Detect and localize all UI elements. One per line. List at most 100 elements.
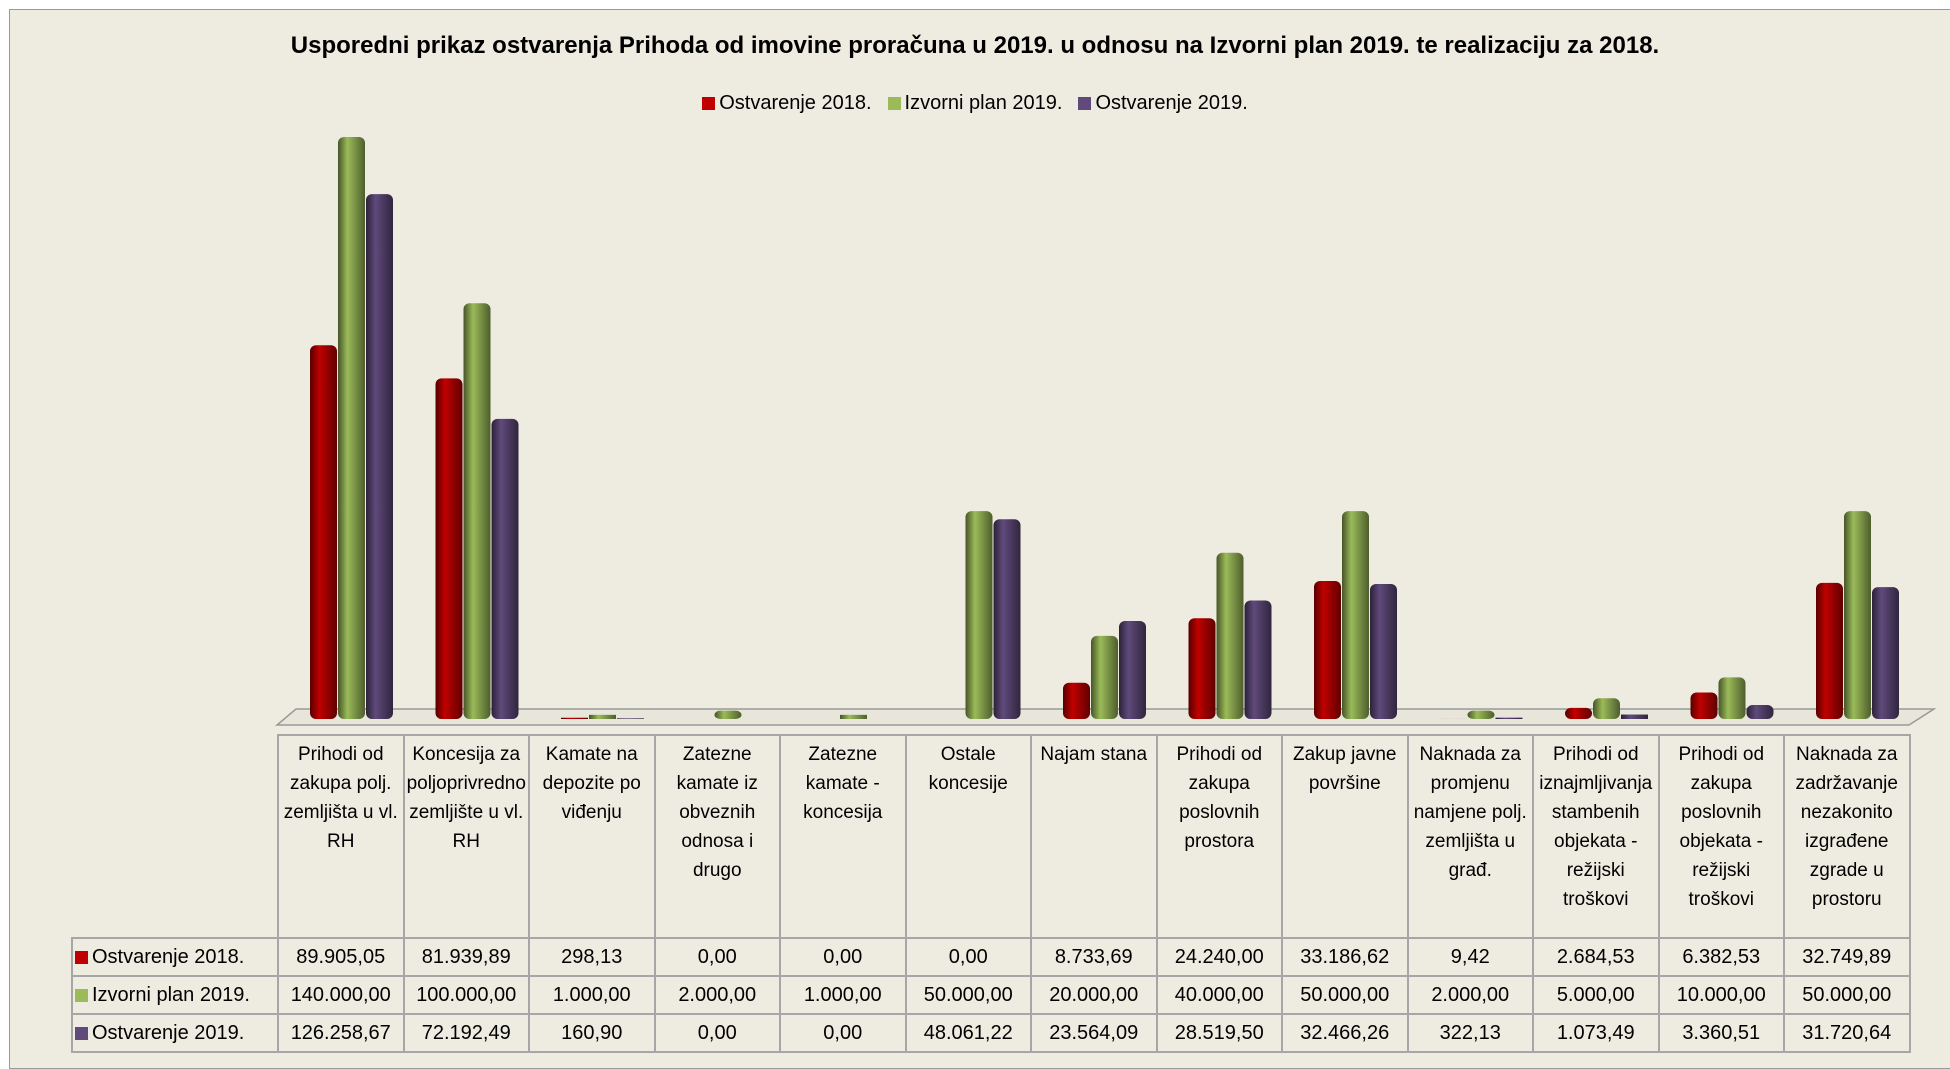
value-cell: 9,42	[1408, 938, 1534, 976]
bar	[1189, 618, 1216, 719]
value-cell: 1.000,00	[529, 976, 655, 1014]
blank-cell	[72, 735, 278, 938]
value-cell: 2.000,00	[655, 976, 781, 1014]
bar	[1872, 587, 1899, 719]
bar	[366, 194, 393, 719]
bar	[338, 137, 365, 719]
category-label: Prihodi od zakupa polj. zemljišta u vl. …	[278, 735, 404, 938]
value-cell: 24.240,00	[1157, 938, 1283, 976]
bar	[840, 715, 867, 719]
bar	[1342, 511, 1369, 719]
category-label: Koncesija za poljoprivredno zemljište u …	[404, 735, 530, 938]
bar	[310, 345, 337, 719]
bar	[1719, 677, 1746, 719]
bar	[589, 715, 616, 719]
legend-item: Izvorni plan 2019.	[888, 92, 1063, 115]
bar	[966, 511, 993, 719]
bar	[561, 718, 588, 719]
value-cell: 5.000,00	[1533, 976, 1659, 1014]
bar	[1565, 708, 1592, 719]
bar	[1691, 692, 1718, 719]
bar	[492, 419, 519, 719]
legend-item: Ostvarenje 2018.	[702, 92, 871, 115]
category-label: Prihodi od iznajmljivanja stambenih obje…	[1533, 735, 1659, 938]
value-cell: 23.564,09	[1031, 1014, 1157, 1052]
value-cell: 89.905,05	[278, 938, 404, 976]
bar	[1816, 583, 1843, 719]
value-cell: 50.000,00	[906, 976, 1032, 1014]
value-cell: 8.733,69	[1031, 938, 1157, 976]
chart-title: Usporedni prikaz ostvarenja Prihoda od i…	[0, 32, 1950, 60]
value-cell: 81.939,89	[404, 938, 530, 976]
value-cell: 28.519,50	[1157, 1014, 1283, 1052]
header-row: Prihodi od zakupa polj. zemljišta u vl. …	[72, 735, 1910, 938]
value-cell: 298,13	[529, 938, 655, 976]
category-label: Prihodi od zakupa poslovnih objekata - r…	[1659, 735, 1785, 938]
legend-swatch	[75, 951, 88, 964]
legend-swatch	[75, 989, 88, 1002]
value-cell: 72.192,49	[404, 1014, 530, 1052]
value-cell: 0,00	[906, 938, 1032, 976]
data-table: Prihodi od zakupa polj. zemljišta u vl. …	[71, 734, 1911, 1053]
bar	[1314, 581, 1341, 719]
category-label: Zatezne kamate - koncesija	[780, 735, 906, 938]
category-label: Zatezne kamate iz obveznih odnosa i drug…	[655, 735, 781, 938]
legend-label: Ostvarenje 2018.	[719, 92, 871, 114]
value-cell: 1.073,49	[1533, 1014, 1659, 1052]
value-cell: 33.186,62	[1282, 938, 1408, 976]
row-label: Ostvarenje 2018.	[92, 946, 244, 968]
bar	[464, 303, 491, 719]
bar	[1119, 621, 1146, 719]
category-label: Prihodi od zakupa poslovnih prostora	[1157, 735, 1283, 938]
row-key: Ostvarenje 2019.	[72, 1014, 278, 1052]
value-cell: 50.000,00	[1282, 976, 1408, 1014]
value-cell: 0,00	[780, 1014, 906, 1052]
value-cell: 0,00	[780, 938, 906, 976]
bar	[1370, 584, 1397, 719]
value-cell: 322,13	[1408, 1014, 1534, 1052]
bar	[715, 711, 742, 719]
legend: Ostvarenje 2018. Izvorni plan 2019. Ostvar…	[0, 92, 1950, 115]
bar	[1496, 718, 1523, 719]
bar	[1844, 511, 1871, 719]
bar	[1217, 553, 1244, 719]
value-cell: 100.000,00	[404, 976, 530, 1014]
bar	[617, 718, 644, 719]
category-label: Naknada za promjenu namjene polj. zemlji…	[1408, 735, 1534, 938]
bar	[1593, 698, 1620, 719]
bar	[1468, 711, 1495, 719]
bar	[1621, 715, 1648, 719]
legend-swatch	[888, 97, 901, 110]
bar	[1747, 705, 1774, 719]
value-cell: 40.000,00	[1157, 976, 1283, 1014]
category-label: Najam stana	[1031, 735, 1157, 938]
value-cell: 10.000,00	[1659, 976, 1785, 1014]
bar	[994, 519, 1021, 719]
legend-swatch	[75, 1027, 88, 1040]
category-label: Kamate na depozite po viđenju	[529, 735, 655, 938]
category-label: Zakup javne površine	[1282, 735, 1408, 938]
value-cell: 32.466,26	[1282, 1014, 1408, 1052]
value-cell: 32.749,89	[1784, 938, 1910, 976]
legend-swatch	[702, 97, 715, 110]
value-cell: 0,00	[655, 1014, 781, 1052]
value-cell: 0,00	[655, 938, 781, 976]
value-cell: 2.000,00	[1408, 976, 1534, 1014]
value-cell: 3.360,51	[1659, 1014, 1785, 1052]
row-label: Ostvarenje 2019.	[92, 1022, 244, 1044]
value-cell: 126.258,67	[278, 1014, 404, 1052]
bar	[436, 378, 463, 719]
value-cell: 6.382,53	[1659, 938, 1785, 976]
value-cell: 140.000,00	[278, 976, 404, 1014]
category-label: Naknada za zadržavanje nezakonito izgrađ…	[1784, 735, 1910, 938]
bar	[1063, 683, 1090, 719]
legend-swatch	[1078, 97, 1091, 110]
row-label: Izvorni plan 2019.	[92, 984, 250, 1006]
bar	[1091, 636, 1118, 719]
row-key: Ostvarenje 2018.	[72, 938, 278, 976]
legend-label: Ostvarenje 2019.	[1095, 92, 1247, 114]
row-key: Izvorni plan 2019.	[72, 976, 278, 1014]
